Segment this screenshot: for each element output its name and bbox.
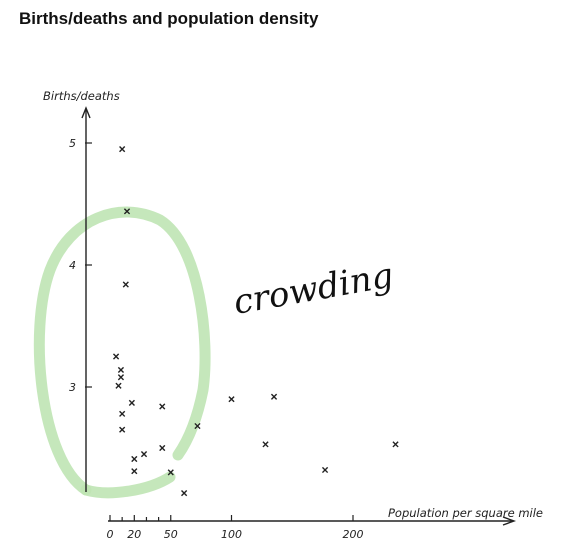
x-axis-ticks: 0 20 50 100 200 xyxy=(107,515,364,541)
y-axis-ticks: 3 4 5 xyxy=(69,137,92,394)
data-point-marker xyxy=(270,393,278,400)
x-tick-label: 100 xyxy=(221,528,242,541)
data-point-marker xyxy=(228,396,235,403)
highlight-circle-annotation xyxy=(33,206,211,496)
page-title: Births/deaths and population density xyxy=(19,9,319,28)
highlight-circle-annotation-tail xyxy=(80,471,176,499)
data-point-marker xyxy=(262,441,269,448)
x-tick-label: 20 xyxy=(127,528,141,541)
data-point-marker xyxy=(131,455,138,463)
data-point-marker xyxy=(167,469,174,476)
x-tick-label: 50 xyxy=(164,528,178,541)
data-point-marker xyxy=(115,382,122,389)
data-point-marker xyxy=(128,399,135,406)
x-axis-arrow xyxy=(502,516,517,526)
x-tick-label: 200 xyxy=(343,528,364,541)
crowding-annotation: crowding xyxy=(231,255,397,322)
data-point-marker xyxy=(122,281,129,288)
data-point-marker xyxy=(392,441,399,448)
data-point-marker xyxy=(159,444,166,452)
data-point-marker xyxy=(119,410,126,417)
data-point-marker xyxy=(194,422,201,430)
data-point-marker xyxy=(119,426,126,433)
data-point-marker xyxy=(181,490,188,497)
x-tick-label: 0 xyxy=(107,528,114,541)
data-point-marker xyxy=(131,468,138,475)
data-point-marker xyxy=(117,374,125,381)
data-point-marker xyxy=(159,403,166,410)
y-axis-arrow xyxy=(81,106,91,119)
data-point-marker xyxy=(112,353,120,360)
data-point-marker xyxy=(117,366,125,374)
y-axis-title: Births/deaths xyxy=(43,89,120,103)
y-tick-label: 5 xyxy=(69,137,76,150)
x-axis-title: Population per square mile xyxy=(388,506,543,520)
data-point-marker xyxy=(321,466,329,474)
data-point-marker xyxy=(119,146,126,153)
data-point-marker xyxy=(123,208,131,215)
data-points xyxy=(112,146,399,497)
data-point-marker xyxy=(140,451,148,458)
y-tick-label: 4 xyxy=(69,259,76,272)
y-tick-label: 3 xyxy=(69,381,76,394)
